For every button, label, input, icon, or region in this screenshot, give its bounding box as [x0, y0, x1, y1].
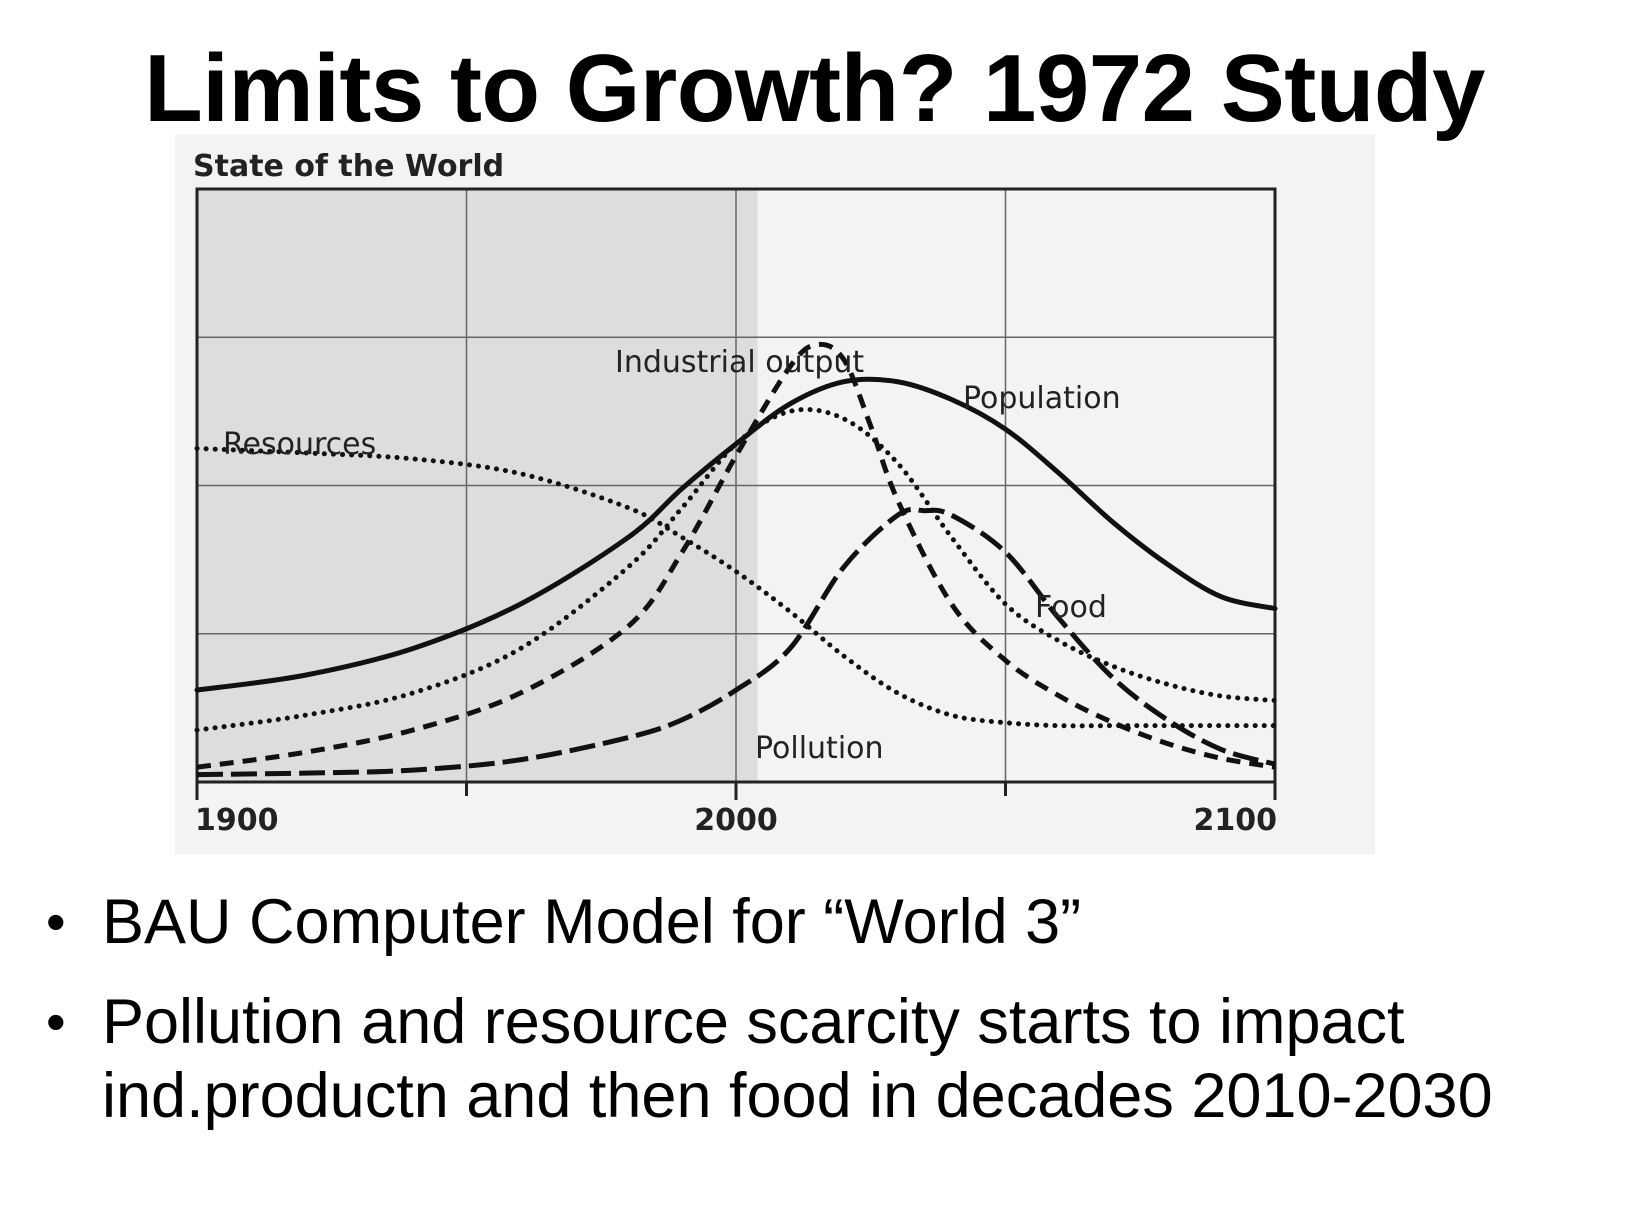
bullet-text: BAU Computer Model for “World 3” [102, 887, 1082, 957]
series-labels: Population Industrial output Food Resources… [223, 345, 1121, 766]
slide-title: Limits to Growth? 1972 Study [144, 35, 1485, 142]
bullet-item: • BAU Computer Model for “World 3” [42, 885, 1602, 959]
bullet-text: Pollution and resource scarcity starts t… [102, 987, 1493, 1131]
series-line-population [194, 376, 1278, 693]
x-tick-label: 2100 [1194, 803, 1278, 838]
chart-series [194, 341, 1278, 778]
series-line-pollution [196, 506, 1276, 778]
bullet-dot: • [46, 990, 66, 1053]
bullet-item: • Pollution and resource scarcity starts… [42, 985, 1602, 1133]
x-tick-label: 2000 [694, 803, 778, 838]
series-line-food [194, 407, 1278, 733]
series-label-population: Population [963, 381, 1121, 416]
chart-title: State of the World [193, 149, 504, 184]
series-label-pollution: Pollution [755, 731, 884, 766]
state-of-the-world-chart: State of the World Population Industrial … [175, 134, 1375, 894]
bullet-list: • BAU Computer Model for “World 3” • Pol… [42, 885, 1602, 1159]
bullet-dot: • [46, 890, 66, 953]
x-tick-labels: 1900 2000 2100 [195, 782, 1277, 838]
chart-svg: State of the World Population Industrial … [175, 134, 1375, 854]
series-line-industrial-output [196, 341, 1276, 770]
series-label-resources: Resources [223, 427, 376, 462]
chart-grid [197, 189, 1275, 782]
series-label-food: Food [1035, 590, 1107, 625]
series-line-resources [194, 445, 1278, 729]
x-tick-label: 1900 [195, 803, 279, 838]
series-label-industrial-output: Industrial output [615, 345, 864, 380]
